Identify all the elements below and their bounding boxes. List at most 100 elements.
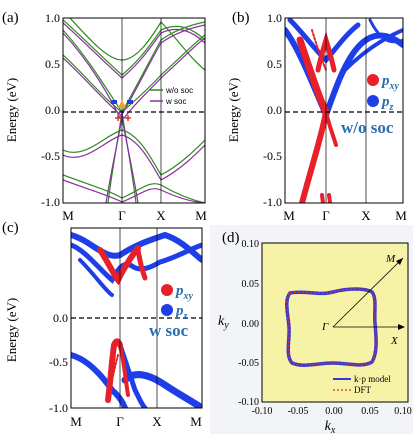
panel-d-xtick: -0.10	[252, 406, 273, 417]
panel-d-legend: k·p model DFT	[333, 374, 391, 395]
panel-b-yticks: 1.0 0.5 0.0 -0.5 -1.0	[263, 11, 282, 209]
panel-b-ytick: 1.0	[267, 11, 282, 25]
panel-b-legend-pz: pz	[380, 94, 394, 113]
panel-d-ytick: -0.10	[238, 397, 259, 408]
panel-c-bands	[71, 231, 202, 408]
panel-a-ytick: -0.5	[41, 149, 60, 163]
panel-b-legend-pxy-main: p	[380, 73, 390, 89]
panel-b-letter: (b)	[232, 10, 250, 26]
panel-a-ytick: 1.0	[45, 11, 60, 25]
panel-b-ytick: -0.5	[263, 149, 282, 163]
panel-c-legend-pxy-main: p	[174, 283, 184, 299]
panel-c-band-pz	[71, 242, 202, 284]
panel-c-xtick-m2: M	[190, 414, 202, 429]
panel-b-legend-dot-pz	[367, 95, 379, 107]
panel-c-xtick-x: X	[152, 414, 162, 429]
panel-a: (a) Energy (eV) 1.0 0.5 0.0 -0.5 -1.0 M …	[2, 10, 207, 223]
panel-d-ytick: 0.00	[242, 319, 260, 330]
panel-d-yticks: 0.10 0.05 0.00 -0.05 -0.10	[238, 239, 259, 408]
panel-d-xlabel-main: k	[325, 419, 332, 434]
panel-d-point-gamma: Γ	[321, 321, 329, 333]
panel-c-frame	[70, 227, 203, 409]
panel-a-xtick-x: X	[156, 208, 166, 223]
panel-b-legend-pz-sub: z	[389, 102, 394, 113]
panel-b-band-pz	[368, 18, 403, 44]
panel-c-yticks: 0.0 -0.5 -1.0	[49, 311, 68, 415]
panel-c-tag: w soc	[149, 321, 189, 340]
panel-d-frame	[261, 242, 409, 403]
panel-a-xtick-m2: M	[195, 208, 207, 223]
panel-d-letter: (d)	[222, 230, 240, 246]
panel-b-band-pxy	[324, 110, 338, 147]
panel-a-marker	[118, 100, 126, 108]
panel-c-band-pxy	[107, 354, 119, 401]
panel-b: (b) Energy (eV) 1.0 0.5 0.0 -0.5 -1.0 M …	[226, 10, 407, 223]
panel-a-frame	[62, 17, 206, 204]
panel-b-legend-pxy: pxy	[380, 73, 400, 92]
panel-a-legend-wo-soc: w/o soc	[165, 86, 193, 95]
panel-d-legend-dft: DFT	[354, 385, 372, 395]
panel-d-xtick: 0.10	[394, 406, 412, 417]
panel-c-legend-dot-pz	[161, 304, 173, 316]
panel-d-ytick: 0.10	[242, 239, 260, 250]
panel-c: (c) Energy (eV) 0.0 -0.5 -1.0 M Γ X M	[2, 220, 203, 429]
panel-c-band-pxy	[135, 247, 148, 281]
panel-c-ylabel: Energy (eV)	[4, 298, 19, 362]
panel-c-legend-pxy: pxy	[174, 283, 194, 302]
panel-b-ytick: -1.0	[263, 195, 282, 209]
panel-d-ytick: -0.05	[238, 358, 259, 369]
panel-d-point-m: M	[385, 253, 396, 265]
panel-c-ytick: -0.5	[49, 355, 68, 369]
panel-a-xtick-gamma: Γ	[118, 208, 126, 223]
panel-b-tag: w/o soc	[341, 118, 394, 137]
panel-d-contours	[285, 257, 405, 367]
panel-a-legend-w-soc: w soc	[165, 97, 186, 106]
panel-a-ylabel: Energy (eV)	[4, 78, 19, 142]
panel-c-band-pz	[78, 258, 114, 297]
panel-c-band-pxy	[105, 338, 123, 403]
panel-a-xtick-m: M	[62, 208, 74, 223]
panel-b-legend-dot-pxy	[367, 74, 379, 86]
panel-d-xtick: -0.05	[288, 406, 309, 417]
panel-d-arrow-m	[332, 257, 404, 328]
panel-c-legend-dot-pxy	[161, 284, 173, 296]
panel-a-legend: w/o soc w soc	[150, 86, 193, 106]
panel-a-marker	[111, 100, 117, 104]
panel-d-arrow-m-head	[396, 258, 403, 265]
panel-b-legend-pz-main: p	[380, 94, 390, 110]
panel-c-xtick-gamma: Γ	[116, 414, 124, 429]
panel-c-legend-pz: pz	[174, 303, 188, 322]
panel-b-legend-pxy-sub: xy	[389, 81, 400, 92]
panel-d-ylabel-main: k	[218, 314, 225, 329]
panel-d-ytick: 0.05	[242, 279, 260, 290]
panel-d-xtick: 0.00	[325, 406, 343, 417]
panel-d-plot-area	[262, 243, 408, 402]
panel-b-legend: pxy pz w/o soc	[341, 73, 400, 137]
panel-a-ytick: -1.0	[41, 195, 60, 209]
panel-b-ytick: 0.5	[267, 57, 282, 71]
panel-a-bands-wo-soc	[63, 18, 205, 203]
panel-c-legend: pxy pz w soc	[149, 283, 194, 340]
panel-a-marker	[115, 115, 121, 121]
panel-c-band-pz	[71, 231, 202, 263]
panel-c-band-pz	[121, 371, 202, 408]
panel-d-point-x: X	[390, 335, 399, 347]
panel-c-band-pxy	[118, 343, 130, 397]
panel-a-bands	[63, 18, 205, 203]
panel-a-yticks: 1.0 0.5 0.0 -0.5 -1.0	[41, 11, 60, 209]
panel-d-xlabel-sub: x	[330, 425, 336, 434]
panel-d-ylabel-sub: y	[223, 320, 229, 331]
panel-c-ytick: -1.0	[49, 401, 68, 415]
panel-a-marker	[125, 115, 131, 121]
panel-c-ytick: 0.0	[53, 311, 68, 325]
panel-b-xtick-m2: M	[395, 208, 407, 223]
panel-a-letter: (a)	[2, 10, 19, 26]
panel-d-xtick: 0.05	[361, 406, 379, 417]
panel-b-xtick-gamma: Γ	[322, 208, 330, 223]
panel-d-arrow-x-head	[398, 324, 405, 330]
panel-b-xtick-m: M	[283, 208, 295, 223]
panel-a-bands-w-soc	[63, 22, 205, 203]
panel-b-band-pxy	[311, 29, 327, 71]
panel-b-band-pxy	[299, 109, 329, 203]
